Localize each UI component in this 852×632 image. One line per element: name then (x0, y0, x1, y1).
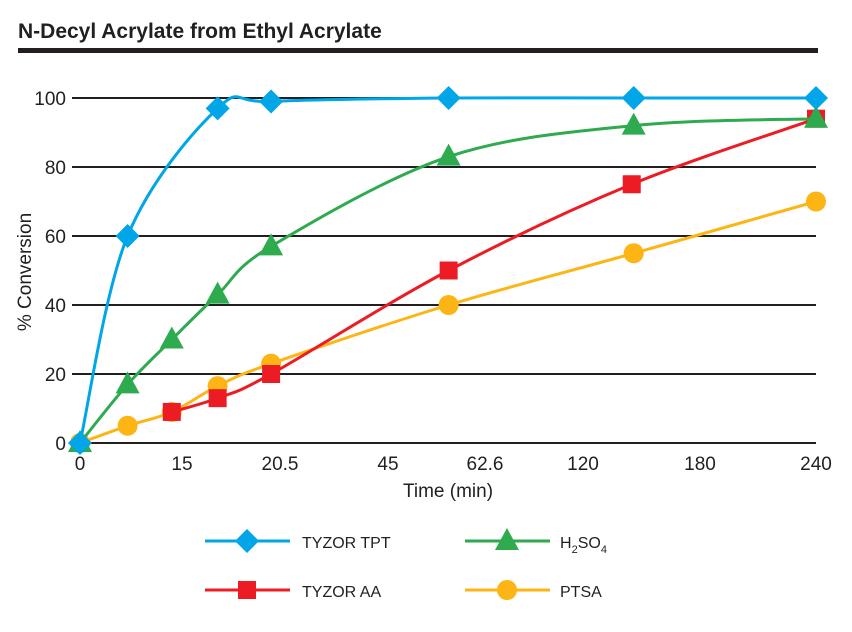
x-tick-labels: 0 15 20.5 45 62.6 120 180 240 (75, 454, 832, 475)
data-point-triangle (205, 281, 230, 304)
y-tick-label: 0 (55, 434, 66, 455)
x-tick-label: 120 (567, 454, 599, 475)
data-point-diamond (205, 96, 230, 121)
x-tick-label: 20.5 (262, 454, 299, 475)
x-tick-label: 62.6 (467, 454, 504, 475)
legend: TYZOR TPT H2SO4 TYZOR AA PTSA (205, 528, 607, 601)
title-rule (18, 48, 818, 53)
x-tick-label: 45 (377, 454, 398, 475)
data-point-circle (438, 295, 459, 315)
legend-marker-square (238, 581, 256, 599)
x-tick-label: 0 (75, 454, 86, 475)
data-point-diamond (804, 86, 828, 110)
data-point-square (439, 261, 458, 280)
legend-label-tpt: TYZOR TPT (302, 535, 391, 552)
x-tick-label: 15 (171, 454, 192, 475)
data-point-diamond (259, 89, 284, 114)
data-point-square (162, 402, 181, 421)
data-point-diamond (621, 86, 646, 110)
data-point-triangle (804, 105, 828, 128)
data-point-circle (623, 243, 644, 264)
series-tyzor-tpt (68, 86, 828, 455)
x-tick-label: 240 (800, 454, 832, 475)
data-point-circle (806, 191, 826, 212)
data-point-square (622, 175, 641, 194)
y-tick-label: 40 (45, 296, 66, 317)
data-point-triangle (115, 371, 140, 394)
data-point-diamond (68, 431, 92, 455)
y-tick-label: 80 (45, 158, 66, 179)
y-tick-label: 20 (45, 365, 66, 386)
series-ptsa (70, 191, 826, 453)
legend-label-ptsa: PTSA (560, 584, 602, 601)
legend-label-h2so4: H2SO4 (560, 535, 607, 556)
y-axis-label: % Conversion (15, 213, 36, 331)
legend-marker-diamond (235, 529, 259, 553)
y-tick-label: 100 (34, 89, 66, 110)
data-point-circle (117, 415, 138, 436)
x-axis-label: Time (min) (403, 481, 493, 502)
data-point-diamond (115, 224, 140, 248)
x-tick-label: 180 (684, 454, 716, 475)
data-point-triangle (159, 326, 184, 349)
data-point-triangle (436, 143, 461, 166)
data-point-square (208, 389, 227, 408)
y-tick-labels: 0 20 40 60 80 100 (34, 89, 66, 455)
data-point-triangle (259, 233, 284, 256)
chart-title: N-Decyl Acrylate from Ethyl Acrylate (18, 20, 382, 43)
data-point-square (262, 365, 281, 383)
legend-marker-triangle (495, 528, 519, 550)
data-point-triangle (621, 112, 646, 135)
series-layer (68, 86, 828, 455)
y-tick-label: 60 (45, 227, 66, 248)
data-point-diamond (436, 86, 461, 110)
legend-label-aa: TYZOR AA (302, 584, 381, 601)
legend-marker-circle (497, 580, 517, 600)
